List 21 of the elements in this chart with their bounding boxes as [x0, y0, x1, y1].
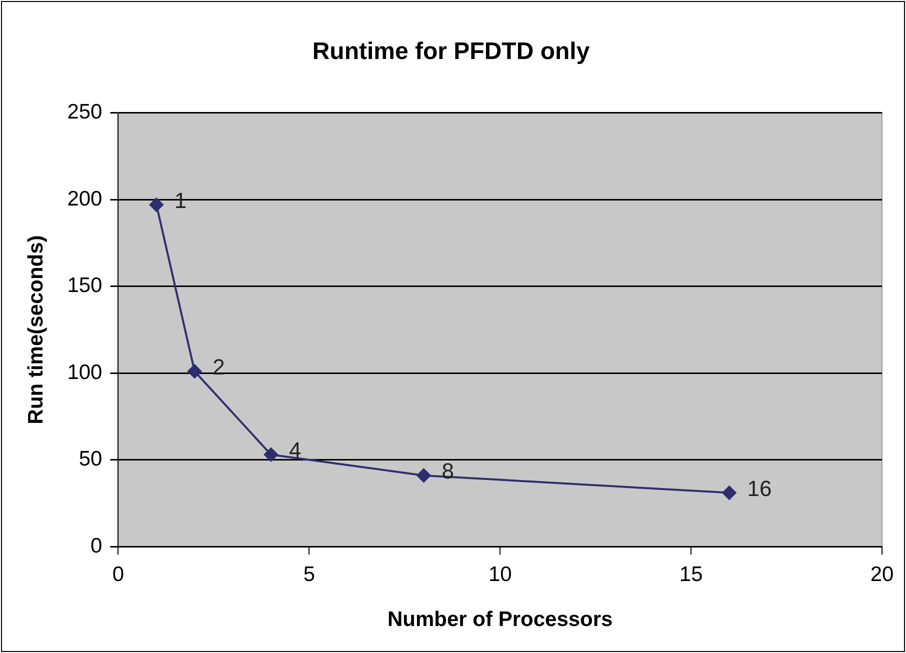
- y-tick-label: 150: [67, 274, 102, 298]
- point: [149, 198, 164, 212]
- chart-title: Runtime for PFDTD only: [312, 38, 590, 66]
- point: [416, 468, 431, 482]
- annotation: 4: [288, 438, 302, 463]
- point: [722, 486, 736, 500]
- x-tick-label: 20: [870, 562, 894, 586]
- x-tick-label: 10: [488, 562, 512, 586]
- x-tick-label: 5: [303, 562, 316, 586]
- y-tick-label: 0: [90, 534, 102, 558]
- y-axis-title: Run time(seconds): [24, 235, 48, 424]
- x-axis-title: Number of Processors: [387, 608, 613, 632]
- annotation: 16: [747, 476, 772, 501]
- y-tick-label: 50: [78, 448, 102, 471]
- x-tick-label: 15: [679, 562, 703, 586]
- x-tick-label: 0: [112, 562, 124, 586]
- point: [264, 448, 278, 462]
- point: [188, 364, 202, 378]
- y-tick-label: 250: [67, 100, 102, 124]
- y-tick-label: 100: [67, 360, 102, 384]
- y-tick-label: 200: [67, 187, 102, 210]
